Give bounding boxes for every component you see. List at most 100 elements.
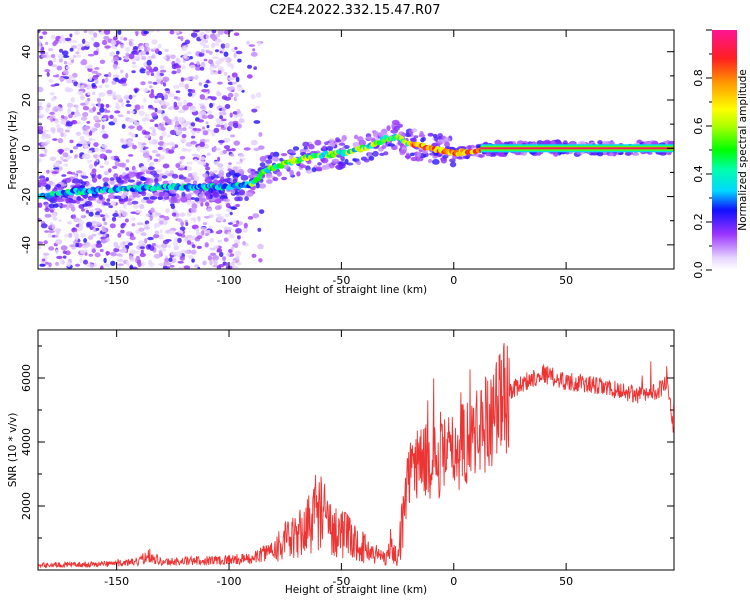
- heatmap-cell: [98, 194, 104, 200]
- heatmap-cell: [166, 262, 172, 266]
- heatmap-cell: [173, 101, 178, 108]
- heatmap-cell: [94, 148, 100, 152]
- heatmap-cell: [216, 92, 222, 97]
- heatmap-cell: [250, 170, 256, 176]
- heatmap-cell: [237, 113, 244, 118]
- heatmap-cell: [87, 159, 93, 163]
- heatmap-cell: [125, 159, 130, 163]
- heatmap-cell: [311, 167, 317, 173]
- heatmap-cell: [110, 200, 117, 206]
- spectrogram-x-tick-label: -150: [104, 274, 129, 287]
- colorbar-ticks: 0.0 0.2 0.4 0.6 0.8: [692, 29, 712, 279]
- heatmap-cell: [93, 161, 98, 167]
- heatmap-cell: [234, 250, 242, 257]
- snr-frame: [37, 329, 675, 571]
- heatmap-cell: [52, 138, 58, 141]
- heatmap-cell: [81, 46, 86, 51]
- heatmap-cell: [212, 255, 220, 261]
- heatmap-cell: [151, 112, 158, 117]
- heatmap-cell: [84, 207, 89, 211]
- heatmap-cell: [172, 84, 180, 89]
- heatmap-cell: [147, 236, 154, 241]
- heatmap-cell: [438, 139, 446, 144]
- heatmap-cell: [187, 254, 194, 260]
- heatmap-cell: [50, 54, 56, 58]
- heatmap-cell: [46, 169, 50, 174]
- heatmap-cell: [162, 56, 167, 59]
- heatmap-cell: [205, 34, 210, 40]
- heatmap-cell: [230, 134, 236, 138]
- heatmap-cell: [81, 59, 88, 64]
- heatmap-cell: [77, 47, 82, 51]
- heatmap-cell: [160, 247, 167, 252]
- heatmap-cell: [252, 48, 256, 52]
- heatmap-cell: [130, 110, 135, 114]
- heatmap-cell: [224, 123, 228, 127]
- heatmap-cell: [64, 37, 72, 42]
- heatmap-cell: [184, 250, 189, 254]
- heatmap-cell: [206, 208, 213, 212]
- heatmap-cell: [180, 196, 188, 203]
- heatmap-cell: [101, 117, 107, 121]
- heatmap-cell: [44, 107, 50, 113]
- heatmap-cell: [131, 61, 136, 65]
- heatmap-cell: [162, 104, 167, 109]
- heatmap-cell: [428, 158, 433, 164]
- heatmap-cell: [146, 156, 151, 163]
- heatmap-cell: [113, 247, 120, 253]
- heatmap-cell: [84, 99, 89, 106]
- heatmap-cell: [368, 155, 375, 161]
- heatmap-cell: [151, 55, 156, 59]
- heatmap-cell: [147, 193, 151, 198]
- heatmap-cell: [139, 46, 144, 49]
- heatmap-cell: [149, 245, 155, 251]
- heatmap-cell: [139, 68, 147, 74]
- heatmap-cell: [72, 227, 76, 231]
- heatmap-cell: [100, 239, 107, 244]
- heatmap-cell: [52, 216, 58, 221]
- heatmap-cell: [169, 230, 173, 235]
- heatmap-cell: [251, 108, 258, 113]
- heatmap-cell: [153, 253, 161, 259]
- heatmap-cell: [127, 179, 135, 183]
- heatmap-cell: [80, 116, 88, 121]
- heatmap-cell: [69, 76, 75, 80]
- heatmap-cell: [75, 54, 82, 58]
- heatmap-cell: [254, 105, 261, 110]
- heatmap-cell: [108, 205, 113, 209]
- heatmap-cell: [64, 163, 69, 167]
- heatmap-cell: [212, 146, 216, 153]
- heatmap-cell: [123, 37, 128, 41]
- heatmap-cell: [229, 153, 235, 157]
- heatmap-cell: [94, 252, 101, 258]
- colorbar: 0.0 0.2 0.4 0.6 0.8 Normalized spectral ampl…: [692, 29, 749, 279]
- heatmap-cell: [226, 86, 234, 91]
- heatmap-cell: [104, 77, 109, 83]
- heatmap-cell: [44, 213, 52, 218]
- heatmap-cell: [118, 266, 122, 269]
- heatmap-cell: [69, 33, 73, 38]
- heatmap-cell: [153, 192, 160, 197]
- heatmap-cell: [53, 167, 61, 171]
- heatmap-cell: [175, 251, 182, 258]
- heatmap-cell: [125, 103, 132, 107]
- heatmap-cell: [147, 81, 153, 84]
- heatmap-cell: [207, 110, 213, 114]
- heatmap-cell: [98, 84, 103, 89]
- heatmap-cell: [409, 152, 415, 157]
- heatmap-cell: [202, 130, 209, 136]
- heatmap-cell: [103, 202, 111, 206]
- heatmap-cell: [142, 152, 150, 158]
- heatmap-cell: [60, 115, 65, 119]
- heatmap-cell: [143, 196, 150, 200]
- heatmap-cell: [238, 189, 245, 196]
- heatmap-cell: [155, 153, 161, 157]
- heatmap-cell: [233, 96, 237, 102]
- heatmap-cell: [125, 72, 129, 79]
- heatmap-cell: [65, 121, 73, 127]
- spectrogram-frame: [37, 29, 675, 270]
- heatmap-cell: [250, 51, 258, 57]
- heatmap-cell: [136, 173, 141, 180]
- heatmap-cell: [66, 79, 73, 84]
- heatmap-cell: [204, 30, 211, 34]
